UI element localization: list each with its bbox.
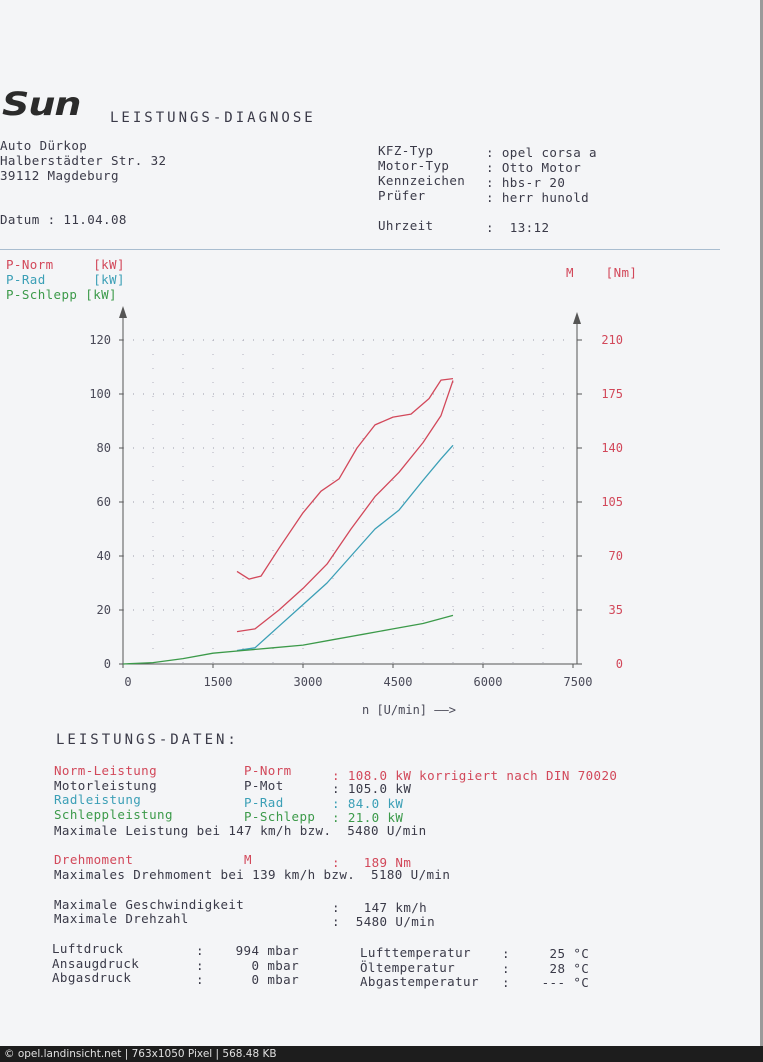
- exhaust-pressure-value: : 0 mbar: [196, 972, 300, 987]
- row-norm-key: P-Norm: [244, 763, 292, 778]
- field-value-motor: : Otto Motor: [486, 160, 582, 175]
- legend-p-rad: P-Rad [kW]: [6, 272, 125, 287]
- y-tick-label-left: 20: [97, 603, 111, 617]
- date-label: Datum: [0, 212, 40, 227]
- max-speed-value: : 147 km/h: [332, 900, 428, 915]
- legend-p-schlepp: P-Schlepp [kW]: [6, 287, 117, 302]
- air-pressure-value: : 994 mbar: [196, 943, 300, 958]
- y-tick-label-right: 35: [609, 603, 623, 617]
- legend-torque: M [Nm]: [566, 265, 638, 280]
- intake-pressure-value: : 0 mbar: [196, 958, 300, 973]
- y-tick-label-left: 120: [89, 333, 111, 347]
- x-tick-label: 0: [124, 675, 131, 689]
- x-tick-label: 3000: [294, 675, 323, 689]
- row-schlepp-key: P-Schlepp: [244, 809, 316, 824]
- y-tick-label-left: 0: [104, 657, 111, 671]
- row-schlepp-value: : 21.0 kW: [332, 810, 404, 825]
- y-tick-label-left: 100: [89, 387, 111, 401]
- x-tick-label: 7500: [564, 675, 593, 689]
- torque-label: Drehmoment: [54, 852, 134, 867]
- series-line-p-rad: [236, 444, 454, 652]
- air-pressure-label: Luftdruck: [52, 941, 124, 956]
- y-tick-label-left: 80: [97, 441, 111, 455]
- date-value: 11.04.08: [63, 212, 127, 227]
- air-temp-value: : 25 °C: [502, 946, 590, 961]
- header-divider: [0, 249, 720, 250]
- date-row: Datum : 11.04.08: [0, 212, 127, 227]
- y-axis-left-arrow: [119, 306, 127, 318]
- row-rad-value: : 84.0 kW: [332, 796, 404, 811]
- y-tick-label-right: 70: [609, 549, 623, 563]
- y-tick-label-right: 210: [601, 333, 623, 347]
- field-label-pruefer: Prüfer: [378, 188, 426, 203]
- max-power-line: Maximale Leistung bei 147 km/h bzw. 5480…: [54, 823, 427, 838]
- max-torque-line: Maximales Drehmoment bei 139 km/h bzw. 5…: [54, 867, 451, 882]
- y-tick-label-left: 40: [97, 549, 111, 563]
- row-mot-key: P-Mot: [244, 778, 284, 793]
- field-value-pruefer: : herr hunold: [486, 190, 590, 205]
- x-tick-label: 4500: [384, 675, 413, 689]
- company-city: 39112 Magdeburg: [0, 168, 119, 183]
- field-label-kfz: KFZ-Typ: [378, 143, 434, 158]
- oil-temp-value: : 28 °C: [502, 961, 590, 976]
- intake-pressure-label: Ansaugdruck: [52, 956, 140, 971]
- max-rpm-value: : 5480 U/min: [332, 914, 436, 929]
- row-rad-label: Radleistung: [54, 792, 142, 807]
- exhaust-pressure-label: Abgasdruck: [52, 970, 132, 985]
- row-rad-key: P-Rad: [244, 795, 284, 810]
- max-speed-label: Maximale Geschwindigkeit: [54, 897, 245, 912]
- x-tick-label: 6000: [474, 675, 503, 689]
- y-tick-label-right: 105: [601, 495, 623, 509]
- series-line-p-norm: [236, 380, 454, 633]
- field-value-kfz: : opel corsa a: [486, 145, 597, 160]
- oil-temp-label: Öltemperatur: [360, 960, 456, 975]
- field-label-kennzeichen: Kennzeichen: [378, 173, 466, 188]
- company-street: Halberstädter Str. 32: [0, 153, 167, 168]
- field-value-kennzeichen: : hbs-r 20: [486, 175, 566, 190]
- air-temp-label: Lufttemperatur: [360, 945, 471, 960]
- y-tick-label-right: 175: [601, 387, 623, 401]
- legend-p-norm: P-Norm [kW]: [6, 257, 125, 272]
- y-tick-label-left: 60: [97, 495, 111, 509]
- series-line-p-schlepp: [122, 614, 454, 665]
- x-axis-label: n [U/min] ——>: [362, 703, 456, 717]
- torque-key: M: [244, 852, 252, 867]
- row-norm-label: Norm-Leistung: [54, 763, 158, 778]
- row-schlepp-label: Schleppleistung: [54, 807, 173, 822]
- torque-value: : 189 Nm: [332, 855, 412, 870]
- row-mot-value: : 105.0 kW: [332, 781, 412, 796]
- company-name: Auto Dürkop: [0, 138, 88, 153]
- exhaust-temp-label: Abgastemperatur: [360, 974, 479, 989]
- time-value: : 13:12: [486, 220, 550, 235]
- series-line-m: [236, 377, 454, 580]
- page-title: LEISTUNGS-DIAGNOSE: [110, 110, 316, 126]
- y-axis-right-arrow: [573, 312, 581, 324]
- time-label: Uhrzeit: [378, 218, 434, 233]
- power-torque-chart: 0 20 40 60 80 100 120 0 35 70 105 140 175 210 0 1500 300…: [89, 306, 623, 717]
- x-tick-label: 1500: [204, 675, 233, 689]
- data-section-title: LEISTUNGS-DATEN:: [56, 732, 239, 748]
- y-tick-label-right: 0: [616, 657, 623, 671]
- row-norm-value: : 108.0 kW korrigiert nach DIN 70020: [332, 768, 618, 783]
- field-label-motor: Motor-Typ: [378, 158, 450, 173]
- y-tick-label-right: 140: [601, 441, 623, 455]
- row-mot-label: Motorleistung: [54, 778, 158, 793]
- max-rpm-label: Maximale Drehzahl: [54, 911, 189, 926]
- image-status-bar: © opel.landinsicht.net | 763x1050 Pixel …: [0, 1046, 763, 1062]
- sun-logo: Sun: [2, 85, 81, 123]
- exhaust-temp-value: : --- °C: [502, 975, 590, 990]
